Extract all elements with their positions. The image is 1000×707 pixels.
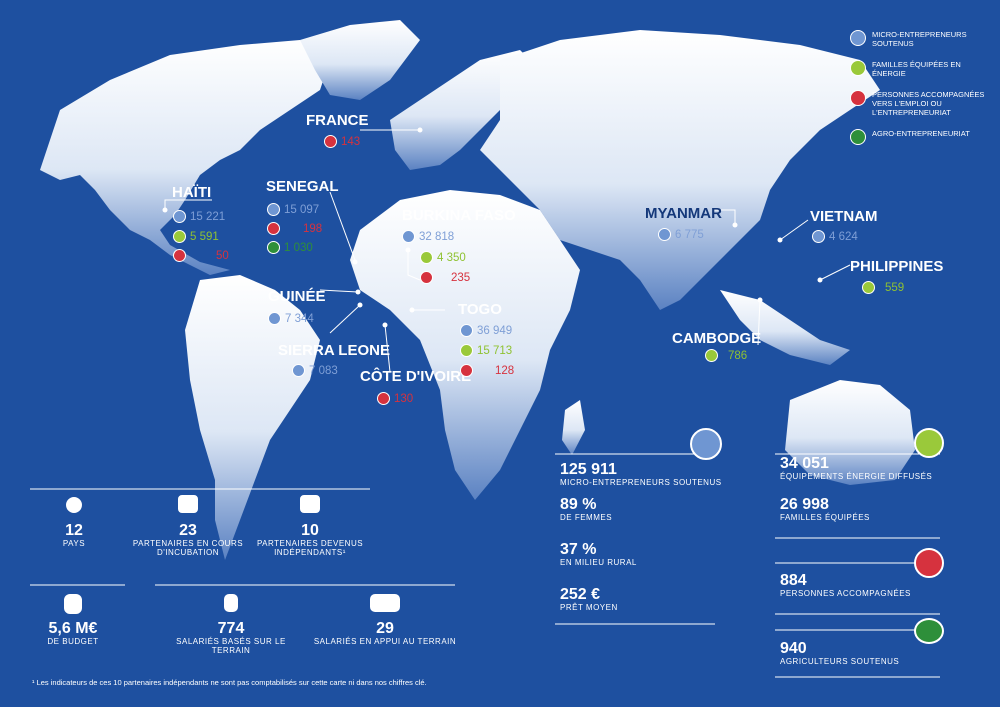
haiti-energy: 5 591 bbox=[173, 230, 219, 243]
myanmar-micro: 6 775 bbox=[658, 228, 704, 241]
person-icon bbox=[224, 594, 238, 612]
stat-personnes: 884 PERSONNES ACCOMPAGNÉES bbox=[780, 572, 911, 598]
burkina-energy: 4 350 bbox=[420, 251, 466, 264]
burkina-micro: 32 818 bbox=[402, 230, 454, 243]
tractor-icon bbox=[914, 618, 944, 644]
people-icon bbox=[324, 135, 337, 148]
senegal-emploi: 198 bbox=[267, 222, 322, 235]
people-icon bbox=[420, 271, 433, 284]
tractor-icon bbox=[850, 129, 866, 145]
micro-entrepreneur-icon bbox=[402, 230, 415, 243]
lightbulb-icon bbox=[850, 60, 866, 76]
micro-entrepreneur-icon bbox=[268, 312, 281, 325]
country-senegal: SENEGAL bbox=[266, 178, 339, 195]
stat-incubation: 23 PARTENAIRES EN COURS D'INCUBATION bbox=[132, 522, 244, 557]
people-icon bbox=[914, 548, 944, 578]
micro-entrepreneur-icon bbox=[292, 364, 305, 377]
country-cambodge: CAMBODGE bbox=[672, 330, 762, 347]
cambodge-energy: 786 bbox=[705, 349, 747, 362]
micro-entrepreneur-icon bbox=[173, 210, 186, 223]
stat-equip: 34 051 ÉQUIPEMENTS ÉNERGIE DIFFUSÉS bbox=[780, 455, 933, 481]
country-haiti: HAÏTI bbox=[172, 184, 212, 201]
stat-pays: 12 PAYS bbox=[62, 522, 86, 548]
togo-energy: 15 713 bbox=[460, 344, 512, 357]
cote-emploi: 130 bbox=[377, 392, 413, 405]
lightbulb-icon bbox=[705, 349, 718, 362]
stat-appui: 29 SALARIÉS EN APPUI AU TERRAIN bbox=[313, 620, 457, 646]
country-togo: TOGO bbox=[458, 301, 502, 318]
legend-agro: Agro-entrepreneuriat bbox=[850, 129, 995, 145]
micro-entrepreneur-icon bbox=[812, 230, 825, 243]
people-icon bbox=[850, 90, 866, 106]
micro-entrepreneur-icon bbox=[267, 203, 280, 216]
footnote: ¹ Les indicateurs de ces 10 partenaires … bbox=[32, 678, 427, 687]
pointer-lines bbox=[164, 129, 851, 373]
legend: Micro-entrepreneurs soutenus Familles éq… bbox=[850, 30, 995, 157]
people-icon bbox=[460, 364, 473, 377]
legend-emploi: Personnes accompagnées vers l'emploi ou … bbox=[850, 90, 995, 117]
country-burkina: BURKINA FASO bbox=[402, 207, 516, 224]
stat-independants: 10 PARTENAIRES DEVENUS INDÉPENDANTS¹ bbox=[256, 522, 364, 557]
micro-entrepreneur-icon bbox=[690, 428, 722, 460]
people-icon bbox=[267, 222, 280, 235]
country-philippines: PHILIPPINES bbox=[850, 258, 944, 275]
tractor-icon bbox=[267, 241, 280, 254]
stat-micro: 125 911 MICRO-ENTREPRENEURS SOUTENUS bbox=[560, 461, 722, 487]
stat-terrain: 774 SALARIÉS BASÉS SUR LE TERRAIN bbox=[176, 620, 286, 655]
country-france: FRANCE bbox=[306, 112, 369, 129]
haiti-micro: 15 221 bbox=[173, 210, 225, 223]
pointer-dots bbox=[162, 127, 823, 328]
legend-energy: Familles équipées en énergie bbox=[850, 60, 995, 78]
togo-emploi: 128 bbox=[460, 364, 514, 377]
asia bbox=[480, 30, 880, 310]
separators bbox=[30, 453, 940, 678]
stat-budget: 5,6 M€ DE BUDGET bbox=[47, 620, 99, 646]
australia bbox=[785, 380, 915, 485]
philippines-energy: 559 bbox=[862, 281, 904, 294]
globe-icon bbox=[66, 497, 82, 513]
lightbulb-icon bbox=[862, 281, 875, 294]
lightbulb-icon bbox=[914, 428, 944, 458]
micro-entrepreneur-icon bbox=[850, 30, 866, 46]
lightbulb-icon bbox=[420, 251, 433, 264]
guinee-micro: 7 344 bbox=[268, 312, 314, 325]
greenland bbox=[300, 20, 420, 100]
togo-micro: 36 949 bbox=[460, 324, 512, 337]
stat-pret: 252 € PRÊT MOYEN bbox=[560, 586, 618, 612]
people-icon bbox=[377, 392, 390, 405]
country-vietnam: VIETNAM bbox=[810, 208, 878, 225]
madagascar bbox=[562, 400, 585, 455]
lightbulb-icon bbox=[460, 344, 473, 357]
coins-icon bbox=[64, 594, 82, 614]
sierra-micro: 7 083 bbox=[292, 364, 338, 377]
stat-agriculteurs: 940 AGRICULTEURS SOUTENUS bbox=[780, 640, 900, 666]
senegal-micro: 15 097 bbox=[267, 203, 319, 216]
france-emploi: 143 bbox=[324, 135, 360, 148]
two-people-icon bbox=[370, 594, 400, 612]
country-sierra: SIERRA LEONE bbox=[278, 342, 390, 359]
north-america bbox=[40, 40, 330, 275]
partners-icon bbox=[178, 495, 198, 513]
micro-entrepreneur-icon bbox=[460, 324, 473, 337]
country-myanmar: MYANMAR bbox=[645, 205, 722, 222]
people-icon bbox=[173, 249, 186, 262]
country-guinee: GUINÉE bbox=[268, 288, 326, 305]
haiti-emploi: 50 bbox=[173, 249, 229, 262]
legend-micro: Micro-entrepreneurs soutenus bbox=[850, 30, 995, 48]
stat-femmes: 89 % DE FEMMES bbox=[560, 496, 613, 522]
partners-independent-icon bbox=[300, 495, 320, 513]
micro-entrepreneur-icon bbox=[658, 228, 671, 241]
stat-rural: 37 % EN MILIEU RURAL bbox=[560, 541, 637, 567]
country-cote: CÔTE D'IVOIRE bbox=[360, 368, 472, 385]
lightbulb-icon bbox=[173, 230, 186, 243]
stat-familles: 26 998 FAMILLES ÉQUIPÉES bbox=[780, 496, 870, 522]
burkina-emploi: 235 bbox=[420, 271, 470, 284]
vietnam-micro: 4 624 bbox=[812, 230, 858, 243]
senegal-agro: 1 030 bbox=[267, 241, 313, 254]
se-asia bbox=[720, 290, 850, 365]
